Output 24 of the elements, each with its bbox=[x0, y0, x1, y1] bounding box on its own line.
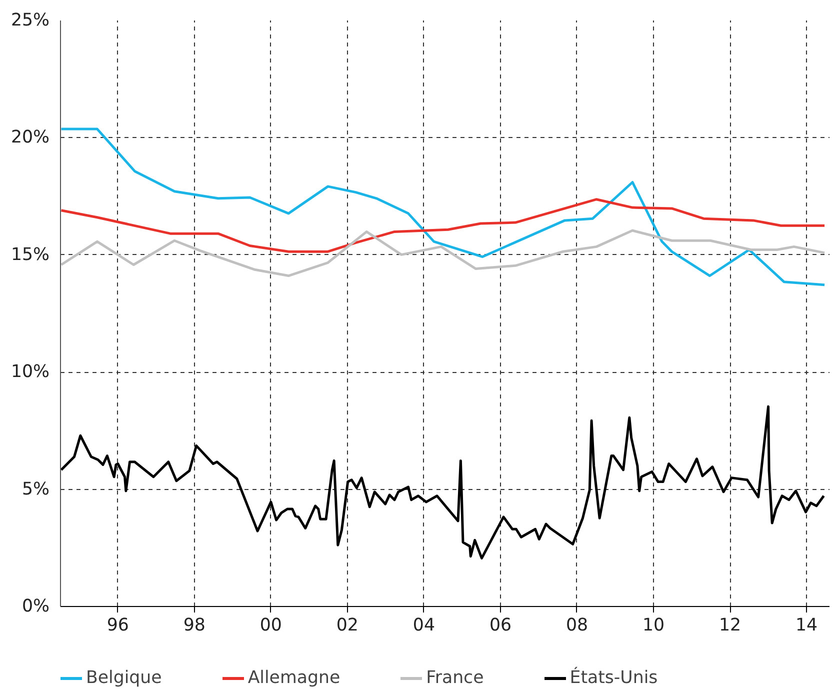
x-tick-label: 10 bbox=[642, 616, 665, 636]
legend-label: États-Unis bbox=[570, 668, 658, 688]
y-tick-label: 20% bbox=[10, 128, 50, 148]
legend-label: Allemagne bbox=[248, 668, 340, 688]
y-tick-label: 10% bbox=[10, 362, 50, 382]
legend-label: France bbox=[426, 668, 484, 688]
line-series bbox=[60, 128, 826, 286]
x-tick-label: 04 bbox=[412, 616, 435, 636]
x-tick-label: 00 bbox=[260, 616, 282, 636]
x-tick-label: 02 bbox=[336, 616, 358, 636]
x-tick-label: 08 bbox=[566, 616, 588, 636]
x-tick-label: 14 bbox=[796, 616, 818, 636]
y-tick-label: 25% bbox=[10, 10, 50, 30]
y-tick-label: 15% bbox=[10, 244, 50, 265]
legend-label: Belgique bbox=[86, 668, 162, 688]
x-tick-label: 06 bbox=[489, 616, 512, 636]
line-series bbox=[60, 229, 826, 278]
line-series bbox=[60, 405, 826, 560]
y-tick-label: 0% bbox=[22, 596, 50, 616]
x-tick-label: 12 bbox=[719, 616, 742, 636]
x-tick-label: 96 bbox=[106, 616, 129, 636]
line-series bbox=[60, 198, 826, 253]
y-tick-label: 5% bbox=[22, 479, 50, 500]
x-tick-label: 98 bbox=[183, 616, 206, 636]
